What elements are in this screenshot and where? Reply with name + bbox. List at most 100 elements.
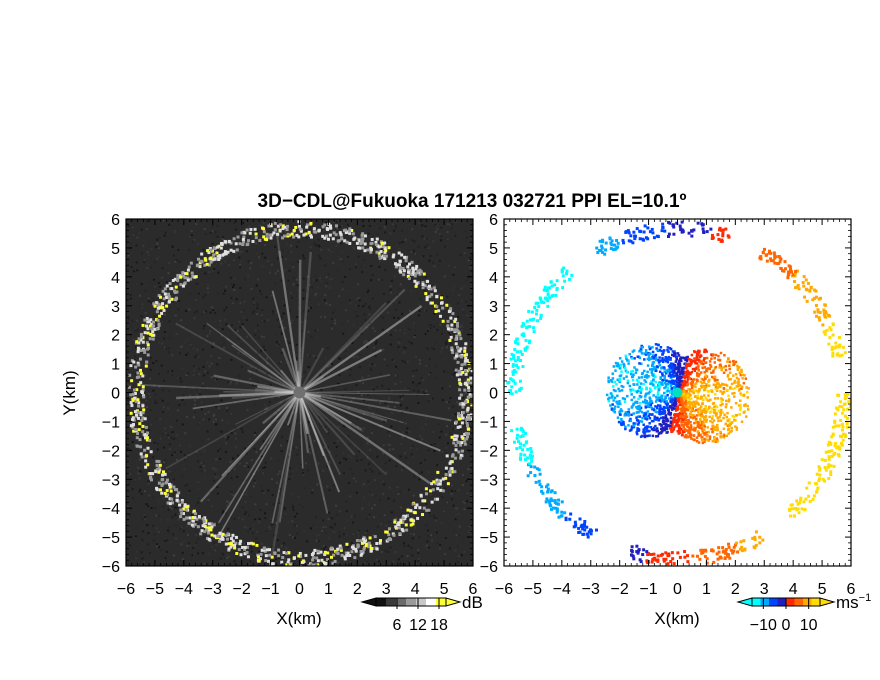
- velocity-inner-pixel: [653, 366, 656, 369]
- snr-noise-pixel: [352, 247, 355, 250]
- snr-echo-pixel: [379, 539, 383, 543]
- snr-noise-pixel: [183, 454, 186, 457]
- snr-noise-pixel: [197, 243, 200, 246]
- snr-echo-pixel: [445, 454, 449, 458]
- snr-noise-pixel: [427, 449, 430, 452]
- snr-noise-pixel: [453, 374, 456, 377]
- snr-noise-pixel: [413, 392, 416, 395]
- snr-echo-pixel: [227, 547, 231, 551]
- velocity-echo-pixel: [813, 296, 817, 300]
- velocity-echo-pixel: [827, 457, 831, 461]
- snr-echo-pixel: [209, 248, 213, 252]
- x-tick-label: −5: [146, 581, 164, 598]
- snr-noise-pixel: [290, 244, 293, 247]
- snr-noise-pixel: [465, 236, 468, 239]
- snr-noise-pixel: [181, 552, 184, 555]
- snr-noise-pixel: [274, 403, 277, 406]
- velocity-echo-pixel: [536, 301, 540, 305]
- snr-noise-pixel: [367, 374, 370, 377]
- snr-noise-pixel: [470, 255, 473, 258]
- snr-echo-pixel: [161, 470, 165, 474]
- velocity-echo-pixel: [844, 435, 848, 439]
- snr-echo-pixel: [245, 551, 249, 555]
- velocity-echo-pixel: [777, 255, 781, 259]
- snr-noise-pixel: [409, 289, 412, 292]
- snr-noise-pixel: [453, 368, 456, 371]
- snr-echo-pixel: [453, 328, 457, 332]
- velocity-echo-pixel: [553, 499, 557, 503]
- snr-echo-pixel: [207, 537, 211, 541]
- snr-noise-pixel: [393, 316, 396, 319]
- snr-noise-pixel: [320, 388, 323, 391]
- snr-noise-pixel: [148, 392, 151, 395]
- snr-noise-pixel: [176, 369, 179, 372]
- snr-echo-pixel: [130, 418, 134, 422]
- snr-noise-pixel: [305, 230, 308, 233]
- x-tick-label: −3: [204, 581, 222, 598]
- snr-echo-pixel: [375, 237, 379, 241]
- snr-noise-pixel: [400, 555, 403, 558]
- snr-noise-pixel: [384, 524, 387, 527]
- snr-noise-pixel: [193, 403, 196, 406]
- snr-echo-pixel: [451, 453, 455, 457]
- velocity-echo-pixel: [583, 524, 587, 528]
- snr-noise-pixel: [165, 499, 168, 502]
- velocity-echo-pixel: [621, 238, 625, 242]
- snr-echo-pixel: [383, 246, 387, 250]
- snr-echo-pixel: [133, 396, 137, 400]
- snr-noise-pixel: [294, 515, 297, 518]
- snr-noise-pixel: [386, 364, 389, 367]
- snr-echo-pixel: [145, 360, 149, 364]
- snr-noise-pixel: [245, 250, 248, 253]
- snr-noise-pixel: [134, 536, 137, 539]
- snr-noise-pixel: [261, 319, 264, 322]
- snr-noise-pixel: [280, 450, 283, 453]
- snr-noise-pixel: [317, 539, 320, 542]
- snr-noise-pixel: [322, 497, 325, 500]
- snr-noise-pixel: [455, 477, 458, 480]
- snr-noise-pixel: [457, 444, 460, 447]
- snr-noise-pixel: [469, 490, 472, 493]
- snr-echo-pixel: [129, 411, 133, 415]
- snr-echo-pixel: [283, 234, 287, 238]
- velocity-inner-pixel: [624, 425, 627, 429]
- snr-noise-pixel: [356, 320, 359, 323]
- snr-noise-pixel: [302, 254, 305, 257]
- snr-noise-pixel: [244, 478, 247, 481]
- snr-echo-pixel: [137, 383, 141, 387]
- snr-echo-pixel: [256, 555, 260, 559]
- snr-noise-pixel: [407, 340, 410, 343]
- snr-noise-pixel: [347, 546, 350, 549]
- snr-noise-pixel: [162, 505, 165, 508]
- snr-noise-pixel: [193, 411, 196, 414]
- snr-echo-pixel: [411, 502, 415, 506]
- snr-echo-pixel: [457, 450, 461, 454]
- snr-echo-pixel: [146, 327, 150, 331]
- velocity-echo-pixel: [831, 333, 835, 337]
- snr-noise-pixel: [142, 437, 145, 440]
- snr-echo-pixel: [415, 503, 419, 507]
- snr-echo-pixel: [350, 228, 354, 232]
- snr-echo-pixel: [459, 372, 463, 376]
- snr-echo-pixel: [129, 364, 133, 368]
- snr-noise-pixel: [214, 423, 217, 426]
- snr-noise-pixel: [214, 230, 217, 233]
- snr-echo-pixel: [226, 537, 230, 541]
- snr-noise-pixel: [392, 229, 395, 232]
- velocity-echo-pixel: [793, 280, 797, 284]
- snr-noise-pixel: [156, 242, 159, 245]
- snr-noise-pixel: [353, 515, 356, 518]
- snr-noise-pixel: [270, 377, 273, 380]
- velocity-echo-pixel: [578, 517, 582, 521]
- snr-noise-pixel: [290, 363, 293, 366]
- snr-noise-pixel: [271, 523, 274, 526]
- snr-noise-pixel: [155, 417, 158, 420]
- snr-echo-pixel: [198, 265, 202, 269]
- snr-noise-pixel: [181, 554, 184, 557]
- velocity-echo-pixel: [520, 324, 524, 328]
- snr-echo-pixel: [309, 221, 313, 225]
- velocity-echo-pixel: [840, 443, 844, 447]
- velocity-echo-pixel: [761, 538, 765, 542]
- snr-echo-pixel: [425, 508, 429, 512]
- snr-noise-pixel: [134, 376, 137, 379]
